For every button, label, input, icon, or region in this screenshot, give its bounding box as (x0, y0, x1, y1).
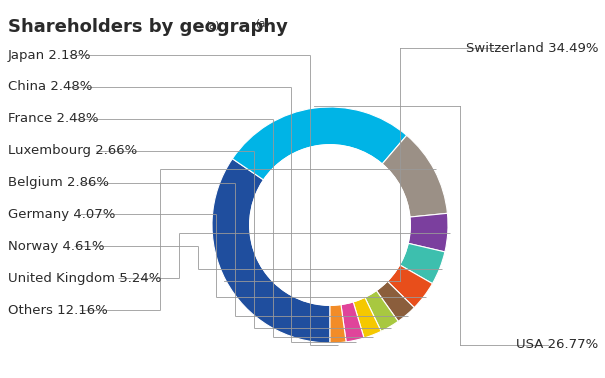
Text: Japan 2.18%: Japan 2.18% (8, 48, 91, 62)
Text: Others 12.16%: Others 12.16% (8, 304, 108, 316)
Circle shape (250, 145, 410, 305)
Text: (a): (a) (205, 20, 220, 30)
Wedge shape (353, 297, 381, 338)
Text: Germany 4.07%: Germany 4.07% (8, 208, 116, 221)
Text: France 2.48%: France 2.48% (8, 112, 99, 125)
Wedge shape (400, 243, 445, 284)
Wedge shape (330, 305, 346, 343)
Text: China 2.48%: China 2.48% (8, 81, 93, 93)
Text: Switzerland 34.49%: Switzerland 34.49% (465, 42, 598, 54)
Text: Luxembourg 2.66%: Luxembourg 2.66% (8, 144, 137, 157)
Wedge shape (365, 291, 398, 332)
Text: United Kingdom 5.24%: United Kingdom 5.24% (8, 272, 162, 285)
Wedge shape (376, 281, 414, 321)
Wedge shape (232, 107, 407, 180)
Wedge shape (212, 159, 330, 343)
Text: (a): (a) (255, 18, 269, 28)
Wedge shape (341, 302, 364, 342)
Wedge shape (382, 135, 448, 217)
Text: USA 26.77%: USA 26.77% (515, 339, 598, 352)
Wedge shape (387, 265, 433, 308)
Text: Shareholders by geography: Shareholders by geography (8, 18, 288, 36)
Text: Belgium 2.86%: Belgium 2.86% (8, 176, 109, 189)
Wedge shape (408, 213, 448, 252)
Text: Norway 4.61%: Norway 4.61% (8, 240, 105, 253)
